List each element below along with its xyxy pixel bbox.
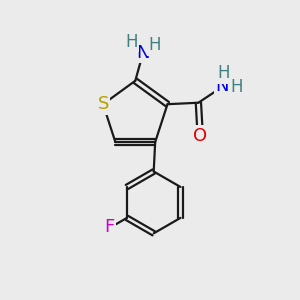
Text: H: H	[217, 64, 230, 82]
Text: H: H	[125, 33, 138, 51]
Text: O: O	[193, 127, 207, 145]
Text: H: H	[230, 77, 243, 95]
Text: S: S	[98, 95, 109, 113]
Text: F: F	[104, 218, 115, 236]
Text: N: N	[215, 77, 229, 95]
Text: N: N	[136, 44, 149, 62]
Text: H: H	[149, 37, 161, 55]
